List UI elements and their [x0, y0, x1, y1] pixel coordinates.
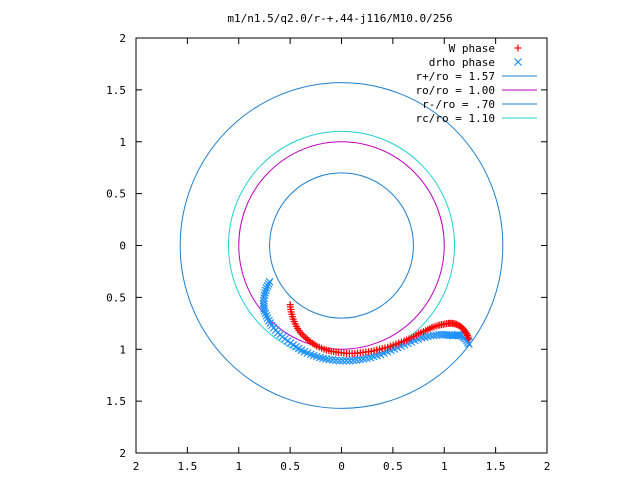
y-tick-label: 0.5 — [106, 188, 126, 201]
legend-label: W phase — [449, 42, 495, 55]
y-tick-label: 2 — [119, 32, 126, 45]
chart-title: m1/n1.5/q2.0/r-+.44-j116/M10.0/256 — [227, 12, 452, 25]
w-phase-point — [305, 337, 313, 345]
drho-phase-point — [260, 304, 269, 313]
drho-phase-point — [261, 309, 270, 318]
drho-phase-point — [349, 356, 358, 365]
y-tick-label: 2 — [119, 447, 126, 460]
w-phase-point — [462, 328, 470, 336]
drho-phase-point — [260, 306, 269, 315]
w-phase-point — [464, 331, 472, 339]
drho-phase-point — [262, 284, 271, 292]
w-phase-point — [300, 332, 308, 340]
y-tick-label: 1 — [119, 136, 126, 149]
y-tick-label: 1 — [119, 343, 126, 356]
drho-phase-point — [352, 356, 361, 364]
drho-phase-point — [315, 353, 324, 362]
drho-phase-point — [420, 333, 429, 342]
drho-phase-point — [263, 314, 272, 323]
drho-phase-point — [322, 355, 331, 363]
circle-group — [179, 82, 504, 409]
x-tick-label: 2 — [544, 460, 551, 473]
legend-label: drho phase — [429, 56, 495, 69]
drho-phase-point — [261, 286, 270, 295]
y-tick-label: 0.5 — [106, 291, 126, 304]
legend-label: r+/ro = 1.57 — [416, 70, 495, 83]
w-phase-point — [296, 329, 304, 337]
tick-group: 2 1.5 1 0.5 0 0.5 1 1.5 221.510.500.511.52 — [106, 32, 550, 473]
drho-phase-point — [319, 354, 327, 363]
x-tick-label: 0.5 — [383, 460, 403, 473]
drho-phase-point — [264, 316, 273, 325]
drho-phase-point — [328, 356, 337, 364]
drho-phase-point — [262, 311, 271, 320]
x-tick-label: 1.5 — [177, 460, 197, 473]
w-phase-point — [465, 335, 473, 343]
drho-phase-point — [264, 279, 273, 288]
drho-phase-point — [338, 356, 347, 365]
legend-marker — [514, 58, 522, 66]
points-group — [259, 277, 473, 365]
drho-phase-point — [266, 319, 275, 327]
w-phase-point — [464, 333, 472, 341]
drho-phase-point — [455, 331, 463, 339]
legend-label: r-/ro = .70 — [422, 98, 495, 111]
drho-phase-point — [265, 277, 274, 286]
legend-label: rc/ro = 1.10 — [416, 112, 495, 125]
drho-phase-point — [332, 356, 340, 365]
drho-phase-point — [325, 355, 334, 364]
y-tick-label: 1.5 — [106, 395, 126, 408]
legend-marker — [514, 44, 522, 52]
drho-phase-point — [464, 340, 473, 348]
x-tick-label: 2 — [133, 460, 140, 473]
drho-phase-point — [345, 356, 354, 365]
legend-label: ro/ro = 1.00 — [416, 84, 495, 97]
drho-phase-point — [342, 356, 351, 365]
drho-phase-point — [335, 356, 344, 365]
x-tick-label: 0 — [338, 460, 345, 473]
circle-rc — [227, 130, 456, 361]
x-tick-label: 0.5 — [280, 460, 300, 473]
x-tick-label: 1 — [235, 460, 242, 473]
x-tick-label: 1 — [441, 460, 448, 473]
y-tick-label: 1.5 — [106, 84, 126, 97]
x-tick-label: 1.5 — [486, 460, 506, 473]
circle-r- — [269, 172, 414, 319]
drho-phase-point — [263, 282, 272, 290]
y-tick-label: 0 — [119, 240, 126, 253]
w-phase-point — [298, 330, 306, 338]
circle-r+ — [179, 82, 504, 409]
w-phase-point — [463, 330, 471, 338]
